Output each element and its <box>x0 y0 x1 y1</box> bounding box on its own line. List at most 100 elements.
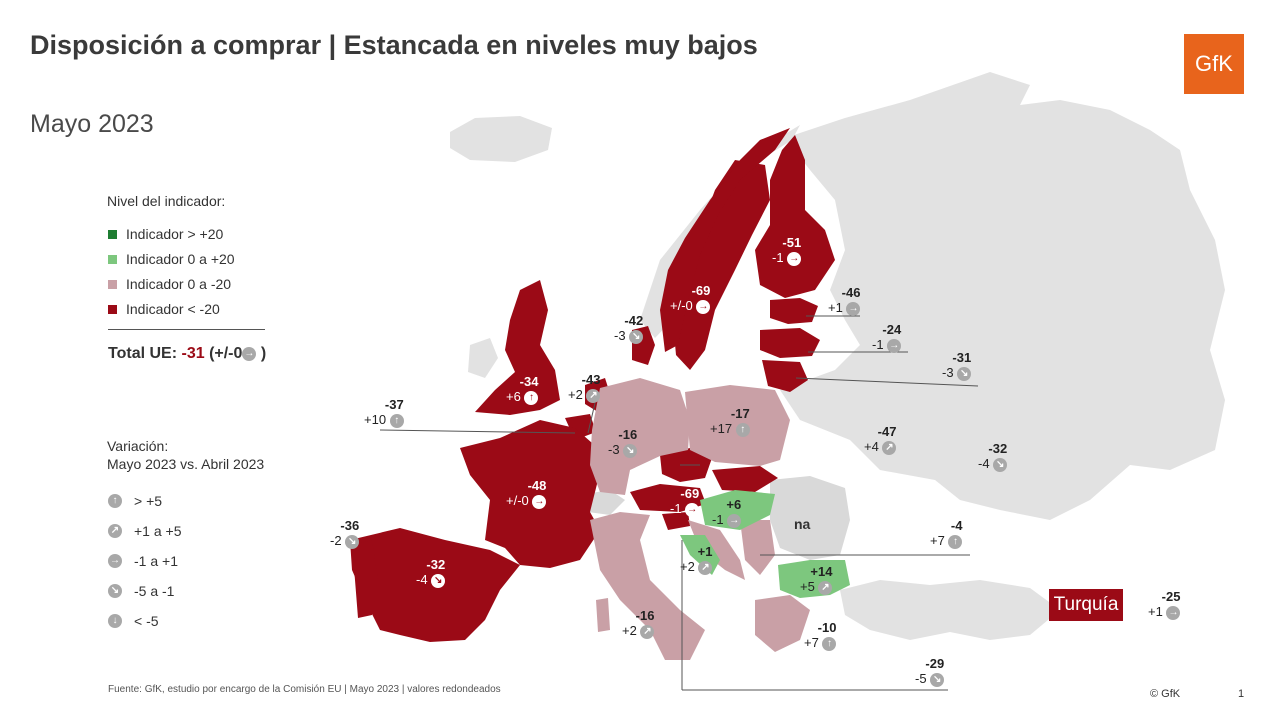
arrow-down-right-icon: ↘ <box>623 443 638 458</box>
arrow-down-right-icon: ↘ <box>957 366 972 381</box>
legend-item-slightly-negative: Indicador 0 a -20 <box>108 276 231 292</box>
region-value-turkey: -25 +1 → <box>1148 589 1181 620</box>
legend-swatch <box>108 229 117 239</box>
region-value-ukraine: -32 -4 ↘ <box>978 441 1008 472</box>
region-value-estonia: -46 +1 → <box>828 285 861 316</box>
variation-item: ↗ +1 a +5 <box>108 523 182 539</box>
arrow-right-icon: → <box>1166 605 1181 620</box>
region-value-spain: -32 -4 ↘ <box>416 557 446 588</box>
turkey-label: Turquía <box>1049 589 1123 621</box>
italy-shape <box>590 512 705 660</box>
arrow-down-icon: ↓ <box>108 614 122 628</box>
legend-label: Indicador > +20 <box>126 226 224 242</box>
region-value-portugal: -36 -2 ↘ <box>330 518 360 549</box>
variation-label: -1 a +1 <box>134 553 178 569</box>
variation-label: -5 a -1 <box>134 583 175 599</box>
arrow-right-icon: → <box>532 494 547 509</box>
greece-shape <box>755 595 810 652</box>
region-value-lithuania: -31 -3 ↘ <box>942 350 972 381</box>
copyright: © GfK <box>1150 688 1181 700</box>
lithuania-shape <box>762 360 808 392</box>
serbia-shape <box>740 520 775 575</box>
region-value-finland: -51 -1 → <box>772 235 802 266</box>
arrow-up-right-icon: ↗ <box>640 624 655 639</box>
leader-line-lt <box>795 377 979 387</box>
balkans-grey-shape <box>770 476 850 560</box>
legend-item-very-negative: Indicador < -20 <box>108 301 220 317</box>
arrow-up-right-icon: ↗ <box>586 388 601 403</box>
portugal-shape <box>352 540 378 618</box>
iceland-shape <box>450 116 552 162</box>
arrow-up-icon: ↑ <box>735 422 750 437</box>
legend-swatch <box>108 254 117 264</box>
gfk-logo: GfK <box>1184 34 1244 94</box>
variation-item: → -1 a +1 <box>108 553 178 569</box>
eu-total-label: Total UE: <box>108 345 178 362</box>
region-value-belarus: -47 +4 ↗ <box>864 424 897 455</box>
legend-label: Indicador < -20 <box>126 301 220 317</box>
eu-total: Total UE: -31 (+/-0 → ) <box>108 345 266 363</box>
arrow-down-right-icon: ↘ <box>108 584 122 598</box>
region-value-germany: -16 -3 ↘ <box>608 427 638 458</box>
region-value-latvia: -24 -1 → <box>872 322 902 353</box>
region-value-romania: -4 +7 ↑ <box>930 518 963 549</box>
variation-title: Variación: Mayo 2023 vs. Abril 2023 <box>107 437 264 473</box>
arrow-down-right-icon: ↘ <box>930 672 945 687</box>
latvia-shape <box>760 328 820 358</box>
legend-swatch <box>108 304 117 314</box>
eu-total-close: ) <box>260 345 267 362</box>
legend-title: Nivel del indicador: <box>107 193 226 209</box>
arrow-up-right-icon: ↗ <box>882 440 897 455</box>
region-value-poland: -17 +17 ↑ <box>710 406 750 437</box>
uk-shape <box>475 280 560 415</box>
region-value-france: -48 +/-0 → <box>506 478 547 509</box>
sardinia-shape <box>596 598 610 632</box>
sweden-shape <box>672 160 770 370</box>
slovenia-shape <box>662 512 690 530</box>
arrow-up-icon: ↑ <box>524 390 539 405</box>
region-value-hungary: +6 -1 → <box>712 497 742 528</box>
legend-swatch <box>108 279 117 289</box>
arrow-right-icon: → <box>887 338 902 353</box>
france-shape <box>460 420 600 568</box>
region-value-belgium: -37 +10 ↑ <box>364 397 404 428</box>
arrow-up-right-icon: ↗ <box>698 560 713 575</box>
arrow-down-right-icon: ↘ <box>629 329 644 344</box>
region-value-sweden: -69 +/-0 → <box>670 283 711 314</box>
eu-total-change: (+/-0 <box>209 345 243 362</box>
arrow-right-icon: → <box>696 299 711 314</box>
region-value-netherlands: -43 +2 ↗ <box>568 372 601 403</box>
legend-divider <box>108 329 265 330</box>
arrow-down-right-icon: ↘ <box>993 457 1008 472</box>
page-number: 1 <box>1238 688 1245 700</box>
arrow-down-right-icon: ↘ <box>345 534 360 549</box>
arrow-right-icon: → <box>727 513 742 528</box>
slovakia-shape <box>712 466 778 492</box>
variation-title-line2: Mayo 2023 vs. Abril 2023 <box>107 456 265 472</box>
bulgaria-shape <box>778 560 850 598</box>
leader-line-nl <box>587 402 596 434</box>
legend-item-very-positive: Indicador > +20 <box>108 226 223 242</box>
leader-line-be <box>379 429 576 434</box>
arrow-up-right-icon: ↗ <box>108 524 122 538</box>
germany-shape <box>590 378 690 495</box>
region-value-croatia: +1 +2 ↗ <box>680 544 713 575</box>
variation-item: ↓ < -5 <box>108 613 159 629</box>
arrow-up-icon: ↑ <box>822 636 837 651</box>
variation-label: < -5 <box>134 613 159 629</box>
page-subtitle: Mayo 2023 <box>30 110 154 138</box>
page-title: Disposición a comprar | Estancada en niv… <box>30 30 758 60</box>
region-value-denmark: -42 -3 ↘ <box>614 313 644 344</box>
russia-shape <box>780 72 1225 520</box>
legend-label: Indicador 0 a -20 <box>126 276 232 292</box>
region-value-greece: -10 +7 ↑ <box>804 620 837 651</box>
region-value-uk: -34 +6 ↑ <box>506 374 539 405</box>
arrow-down-right-icon: ↘ <box>431 573 446 588</box>
arrow-right-icon: → <box>108 554 122 568</box>
region-value-italy: -16 +2 ↗ <box>622 608 655 639</box>
arrow-up-icon: ↑ <box>108 494 122 508</box>
hungary-shape <box>700 490 775 530</box>
region-value-bulgaria: +14 +5 ↗ <box>800 564 833 595</box>
legend-item-positive: Indicador 0 a +20 <box>108 251 235 267</box>
